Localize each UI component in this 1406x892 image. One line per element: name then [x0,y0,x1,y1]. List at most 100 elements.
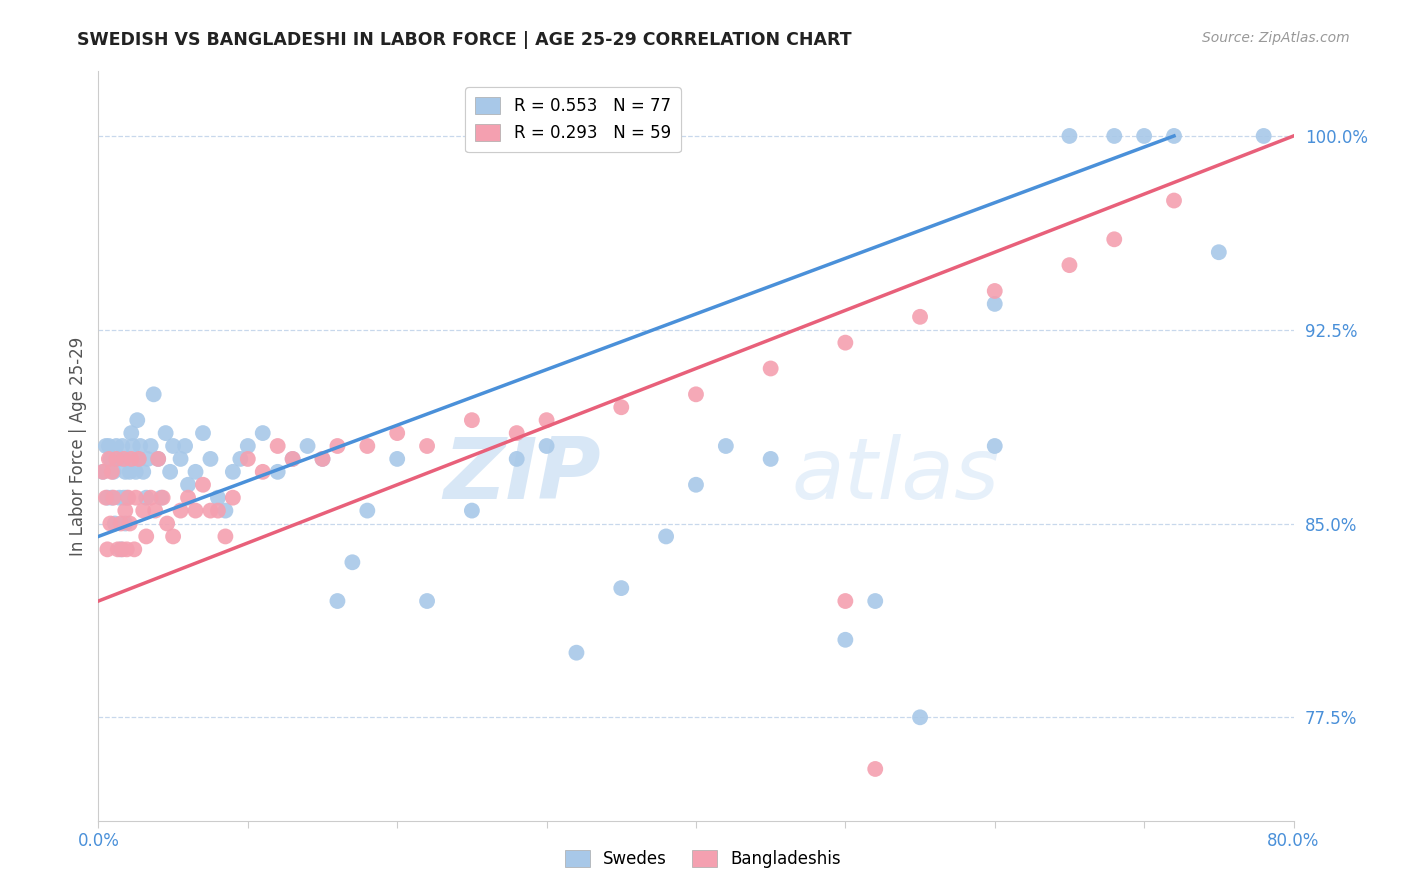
Point [1163,128,1185,143]
Point [96,542,118,557]
Point [139,491,162,505]
Point [142,387,165,401]
Point [94,439,117,453]
Point [136,451,159,466]
Text: ZIP: ZIP [443,434,600,517]
Point [104,516,127,531]
Point [108,491,131,505]
Point [200,503,222,517]
Point [128,451,150,466]
Point [865,594,887,608]
Point [103,491,125,505]
Point [139,439,162,453]
Point [1133,128,1156,143]
Y-axis label: In Labor Force | Age 25-29: In Labor Force | Age 25-29 [69,336,87,556]
Point [416,594,439,608]
Point [281,451,304,466]
Point [117,451,139,466]
Point [118,516,141,531]
Point [222,465,245,479]
Point [152,491,174,505]
Point [610,581,633,595]
Point [162,529,184,543]
Point [610,401,633,415]
Point [101,465,124,479]
Point [101,491,124,505]
Point [112,451,135,466]
Text: Source: ZipAtlas.com: Source: ZipAtlas.com [1202,31,1350,45]
Point [91,465,114,479]
Point [536,439,558,453]
Point [1253,128,1275,143]
Point [506,426,529,441]
Point [114,465,136,479]
Point [565,646,588,660]
Point [655,529,678,543]
Point [385,451,409,466]
Point [416,439,439,453]
Point [162,439,184,453]
Point [229,451,252,466]
Point [356,439,378,453]
Point [128,451,150,466]
Point [865,762,887,776]
Point [342,555,364,569]
Point [107,451,129,466]
Point [117,491,139,505]
Point [107,542,129,557]
Point [1163,194,1185,208]
Point [96,491,118,505]
Point [685,477,707,491]
Point [536,413,558,427]
Point [135,491,157,505]
Point [685,387,707,401]
Point [98,516,122,531]
Point [114,503,136,517]
Point [97,451,120,466]
Point [110,451,132,466]
Point [236,451,259,466]
Point [200,451,222,466]
Point [267,465,290,479]
Point [148,451,170,466]
Point [169,503,191,517]
Point [91,465,114,479]
Point [174,439,197,453]
Point [155,426,177,441]
Point [184,465,207,479]
Point [135,529,157,543]
Text: SWEDISH VS BANGLADESHI IN LABOR FORCE | AGE 25-29 CORRELATION CHART: SWEDISH VS BANGLADESHI IN LABOR FORCE | … [77,31,852,49]
Point [191,477,214,491]
Point [125,465,148,479]
Point [148,451,170,466]
Point [115,491,138,505]
Point [143,503,166,517]
Point [207,491,229,505]
Point [834,335,856,350]
Point [252,465,274,479]
Point [97,439,120,453]
Point [984,297,1007,311]
Point [94,491,117,505]
Point [111,542,134,557]
Point [120,426,142,441]
Point [132,503,155,517]
Point [326,439,349,453]
Point [105,439,128,453]
Point [311,451,333,466]
Point [110,542,132,557]
Point [834,632,856,647]
Point [1104,128,1126,143]
Point [984,439,1007,453]
Point [1059,128,1081,143]
Point [103,465,125,479]
Point [222,491,245,505]
Point [461,503,484,517]
Legend: Swedes, Bangladeshis: Swedes, Bangladeshis [558,843,848,875]
Point [1208,245,1230,260]
Point [214,529,236,543]
Point [714,439,737,453]
Point [281,451,304,466]
Point [169,451,191,466]
Point [908,310,931,324]
